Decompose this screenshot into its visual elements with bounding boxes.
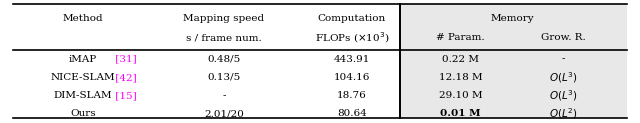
Text: $O(L^3)$: $O(L^3)$ [549, 70, 577, 85]
Text: Mapping speed: Mapping speed [184, 14, 264, 23]
Text: 80.64: 80.64 [337, 109, 367, 118]
Text: [15]: [15] [113, 91, 137, 100]
FancyBboxPatch shape [400, 4, 627, 118]
Text: 443.91: 443.91 [334, 55, 370, 64]
Text: 29.10 M: 29.10 M [439, 91, 483, 100]
Text: 18.76: 18.76 [337, 91, 367, 100]
Text: -: - [222, 91, 226, 100]
Text: 0.22 M: 0.22 M [442, 55, 479, 64]
Text: # Param.: # Param. [436, 33, 485, 42]
Text: s / frame num.: s / frame num. [186, 33, 262, 42]
Text: [31]: [31] [113, 55, 137, 64]
Text: [42]: [42] [113, 73, 137, 82]
Text: 0.01 M: 0.01 M [440, 109, 481, 118]
Text: 104.16: 104.16 [334, 73, 370, 82]
Text: 12.18 M: 12.18 M [439, 73, 483, 82]
Text: Grow. R.: Grow. R. [541, 33, 586, 42]
Text: 2.01/20: 2.01/20 [204, 109, 244, 118]
Text: iMAP: iMAP [69, 55, 97, 64]
Text: Memory: Memory [490, 14, 534, 23]
Text: $O(L^2)$: $O(L^2)$ [549, 106, 577, 121]
Text: 0.13/5: 0.13/5 [207, 73, 241, 82]
Text: DIM-SLAM: DIM-SLAM [54, 91, 113, 100]
Text: Ours: Ours [70, 109, 96, 118]
Text: NICE-SLAM: NICE-SLAM [51, 73, 115, 82]
Text: 0.48/5: 0.48/5 [207, 55, 241, 64]
Text: -: - [561, 55, 565, 64]
Text: Method: Method [63, 14, 104, 23]
Text: FLOPs ($\times$10$^3$): FLOPs ($\times$10$^3$) [315, 30, 389, 45]
Text: Computation: Computation [318, 14, 386, 23]
Text: $O(L^3)$: $O(L^3)$ [549, 88, 577, 103]
